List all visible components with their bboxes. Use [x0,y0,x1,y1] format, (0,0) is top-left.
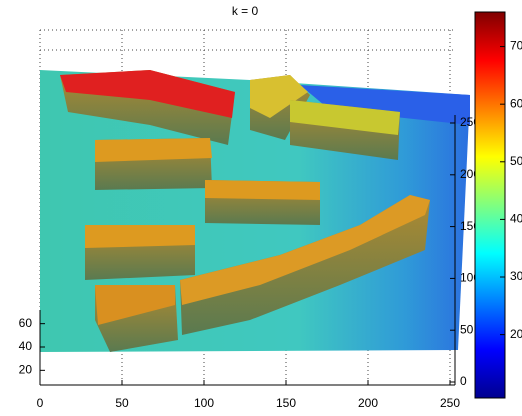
colorbar-tick-label: 30 [510,269,522,283]
colorbar [475,12,505,398]
x-tick-label: 100 [194,396,214,410]
surface [40,70,470,352]
x-tick-label: 0 [37,396,44,410]
y-tick-label: 20 [19,363,33,377]
x-tick-label: 50 [115,396,129,410]
chart: k = 0 0501001502002502040600501001502002… [0,0,522,416]
colorbar-tick-label: 40 [510,212,522,226]
x-tick-label: 200 [358,396,378,410]
x-tick-label: 250 [440,396,460,410]
colorbar-tick-label: 20 [510,327,522,341]
z-tick-label: 50 [460,322,474,336]
colorbar-tick-label: 50 [510,154,522,168]
y-tick-label: 40 [19,339,33,353]
z-tick-label: 0 [460,374,467,388]
x-tick-label: 150 [276,396,296,410]
colorbar-tick-label: 70 [510,39,522,53]
y-tick-label: 60 [19,316,33,330]
colorbar-tick-label: 60 [510,96,522,110]
chart-title: k = 0 [232,4,259,18]
